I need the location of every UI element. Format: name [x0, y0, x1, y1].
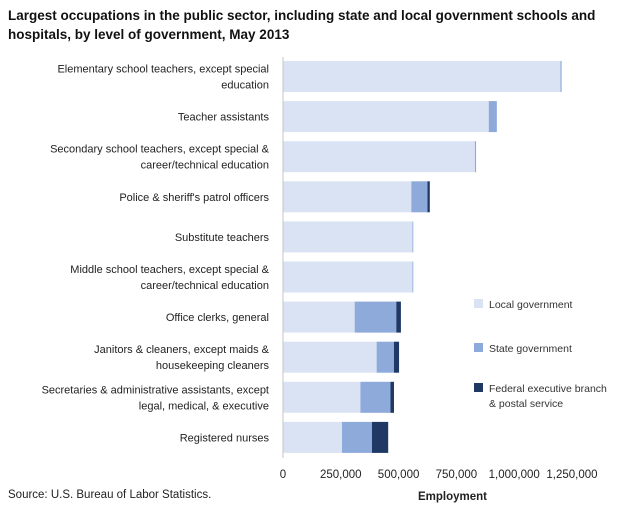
x-tick-label: 750,000 — [436, 469, 478, 481]
bar-segment — [427, 181, 430, 213]
bar-segment — [393, 341, 400, 373]
category-labels: Elementary school teachers, except speci… — [42, 64, 270, 445]
category-label: Middle school teachers, except special &… — [70, 264, 269, 292]
x-tick-label: 1,000,000 — [489, 469, 540, 481]
bar-segment — [412, 221, 414, 253]
bar-segment — [372, 421, 389, 453]
x-axis-title: Employment — [418, 491, 487, 503]
legend-label: State government — [489, 343, 572, 355]
bar-segment — [390, 381, 394, 413]
category-label: Secretaries & administrative assistants,… — [42, 384, 269, 412]
category-label: Registered nurses — [180, 432, 270, 444]
bar-segment — [376, 341, 394, 373]
bar-segment — [283, 261, 413, 293]
source-note: Source: U.S. Bureau of Labor Statistics. — [8, 489, 212, 501]
category-label: Substitute teachers — [175, 232, 270, 244]
legend-label: Local government — [489, 299, 573, 311]
bar-segment — [411, 181, 428, 213]
category-label: Elementary school teachers, except speci… — [57, 64, 269, 92]
category-label: Police & sheriff's patrol officers — [119, 192, 269, 204]
x-axis: 0 250,000 500,000 750,000 1,000,000 1,250,000… — [280, 57, 598, 503]
chart-title: Largest occupations in the public sector… — [8, 8, 596, 42]
bar-segment — [283, 381, 361, 413]
legend-label: Federal executive branch & postal service — [489, 383, 607, 410]
bars-group — [283, 61, 562, 453]
x-tick-label: 1,250,000 — [546, 469, 597, 481]
legend-swatch — [474, 299, 483, 308]
bar-segment — [360, 381, 391, 413]
bar-segment — [283, 141, 475, 173]
x-tick-label: 0 — [280, 469, 286, 481]
category-label: Teacher assistants — [178, 112, 270, 124]
bar-segment — [283, 301, 355, 333]
legend-swatch — [474, 343, 483, 352]
bar-segment — [354, 301, 397, 333]
bar-segment — [396, 301, 401, 333]
category-label: Janitors & cleaners, except maids & house… — [94, 344, 270, 372]
bar-segment — [283, 421, 342, 453]
bar-segment — [283, 61, 561, 92]
bar-segment — [412, 261, 414, 293]
x-tick-label: 500,000 — [378, 469, 420, 481]
bar-segment — [341, 421, 373, 453]
bar-segment — [283, 101, 489, 133]
bar-segment — [283, 341, 377, 373]
legend-swatch — [474, 383, 483, 392]
x-tick-label: 250,000 — [320, 469, 362, 481]
bar-segment — [488, 101, 497, 133]
bar-segment — [560, 61, 562, 92]
category-label: Office clerks, general — [166, 312, 269, 324]
bar-segment — [283, 181, 412, 213]
bar-segment — [474, 141, 477, 173]
bar-segment — [283, 221, 413, 253]
category-label: Secondary school teachers, except specia… — [50, 144, 270, 172]
legend: Local government State government Federal … — [474, 299, 607, 410]
